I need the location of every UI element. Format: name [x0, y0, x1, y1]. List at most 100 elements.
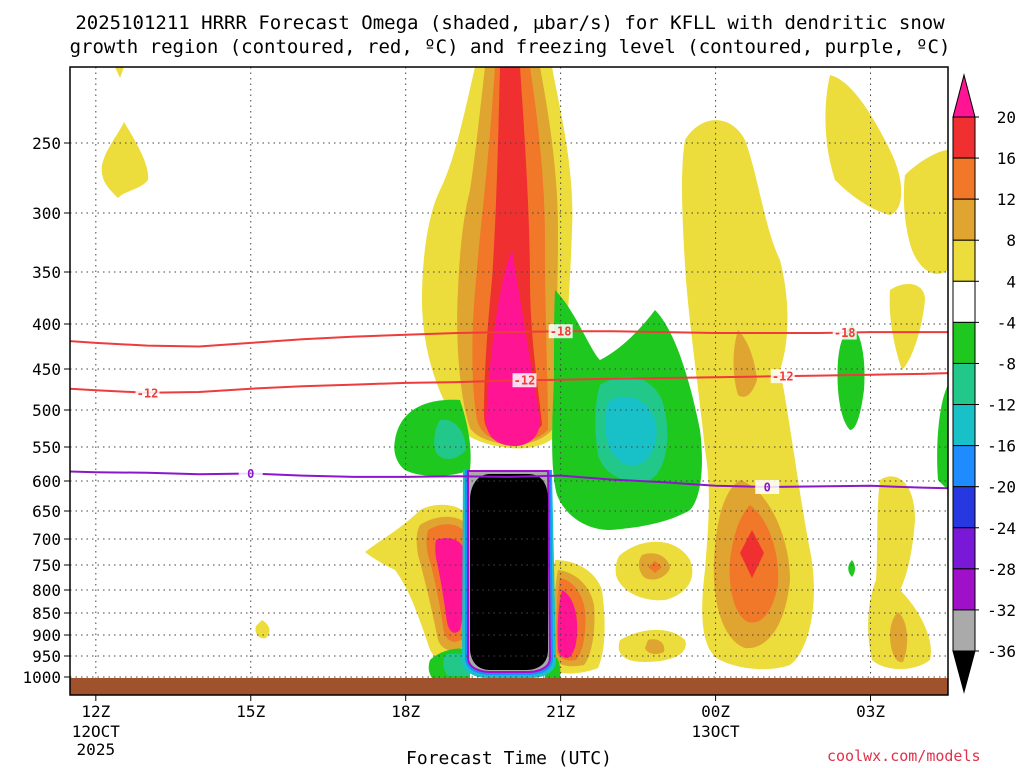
y-tick-label: 500 — [32, 401, 61, 420]
y-tick-label: 900 — [32, 626, 61, 645]
colorbar-label: -4 — [997, 313, 1016, 332]
dgz-lower-label-bg — [512, 373, 537, 388]
y-tick-label: 400 — [32, 315, 61, 334]
x-tick-label: 21Z — [546, 702, 575, 721]
y-tick-label: 250 — [32, 134, 61, 153]
y-tick-label: 300 — [32, 204, 61, 223]
omega-blob-upper-left — [101, 122, 149, 198]
colorbar-label: -36 — [987, 642, 1016, 661]
omega-blob-top-left — [115, 67, 124, 78]
x-tick-date: 13OCT — [692, 722, 741, 741]
omega-lower-right-lobe — [550, 560, 605, 674]
dgz-lower-line — [70, 372, 948, 394]
omega-blob-right-mid — [889, 284, 925, 370]
colorbar-segment — [952, 321, 976, 364]
y-tick-label: 750 — [32, 556, 61, 575]
colorbar-segment — [952, 486, 976, 529]
omega-blob-upper-right — [825, 75, 902, 215]
colorbar-label: -24 — [987, 519, 1016, 538]
y-tick-label: 1000 — [22, 668, 61, 687]
dgz-lower-label: -12 — [772, 370, 794, 384]
omega-green-right-small — [837, 325, 865, 430]
y-tick-label: 450 — [32, 360, 61, 379]
chart-title-line1: 2025101211 HRRR Forecast Omega (shaded, … — [75, 12, 945, 34]
colorbar-segment — [952, 116, 976, 159]
dgz-upper-label: -18 — [834, 326, 856, 340]
y-tick-label: 800 — [32, 581, 61, 600]
x-tick-label: 03Z — [856, 702, 885, 721]
freezing-level-label: 0 — [247, 467, 254, 481]
colorbar-label: -32 — [987, 601, 1016, 620]
colorbar-segment — [952, 362, 976, 406]
colorbar-label: 12 — [997, 190, 1016, 209]
dgz-upper-label-bg — [832, 325, 857, 340]
plot-area: -18 -18 -12 -12 -12 0 0 — [70, 67, 948, 695]
x-tick-date: 12OCT — [72, 722, 121, 741]
colorbar-segment — [952, 527, 976, 570]
x-tick-label: 15Z — [236, 702, 265, 721]
y-tick-label: 600 — [32, 472, 61, 491]
colorbar-label: 16 — [997, 149, 1016, 168]
colorbar-segment — [952, 568, 976, 611]
omega-sinking-mid — [552, 290, 702, 530]
colorbar-label: 8 — [1006, 231, 1016, 250]
y-tick-label: 550 — [32, 438, 61, 457]
y-tick-label: 850 — [32, 604, 61, 623]
colorbar-label: -20 — [987, 478, 1016, 497]
y-tick-label: 350 — [32, 263, 61, 282]
colorbar-label: -8 — [997, 354, 1016, 373]
omega-green-right-edge — [937, 385, 948, 490]
omega-plume-upper — [422, 67, 573, 449]
x-axis-title: Forecast Time (UTC) — [406, 748, 612, 768]
dgz-lower-label: -12 — [514, 374, 536, 388]
omega-blob-small-left — [255, 620, 270, 639]
colorbar-segment — [952, 239, 976, 282]
colorbar-label: 20 — [997, 108, 1016, 127]
x-tick-label: 12Z — [81, 702, 110, 721]
colorbar-max-arrow — [952, 73, 976, 118]
colorbar-label: -28 — [987, 560, 1016, 579]
dgz-lower-label-bg — [770, 369, 795, 384]
freezing-level-label-bg — [755, 480, 780, 494]
colorbar-segment — [952, 157, 976, 200]
x-tick-label: 18Z — [391, 702, 420, 721]
y-tick-label: 650 — [32, 502, 61, 521]
terrain-ground — [70, 678, 948, 695]
omega-sinking-core — [428, 470, 561, 678]
dgz-upper-line — [70, 330, 948, 348]
dgz-upper-label: -18 — [550, 325, 572, 339]
colorbar-segment — [952, 404, 976, 447]
grid-lines — [70, 67, 948, 695]
omega-blob-mid-lower-inner2 — [648, 561, 662, 573]
omega-blob-bottom-mid-inner — [645, 639, 665, 655]
x-tick-year: 2025 — [77, 740, 116, 759]
colorbar-min-arrow — [952, 650, 976, 694]
y-tick-label: 700 — [32, 530, 61, 549]
freezing-level-line — [70, 470, 948, 490]
omega-blob-right-edge — [903, 150, 948, 274]
omega-right-region — [682, 120, 814, 670]
freezing-level-label: 0 — [764, 481, 771, 495]
dgz-upper-label-bg — [548, 324, 573, 339]
omega-lower-left-lobe — [365, 504, 473, 662]
colorbar: 20 16 12 8 4 -4 -8 -12 -16 -20 -24 -28 -32 -36 — [952, 73, 1016, 694]
omega-green-dot — [848, 560, 855, 577]
colorbar-segment — [952, 280, 976, 323]
colorbar-label: -16 — [987, 437, 1016, 456]
freezing-level-label-bg — [238, 466, 263, 481]
plot-border — [69, 66, 949, 696]
x-tick-label: 00Z — [701, 702, 730, 721]
chart-title-line2: growth region (contoured, red, ºC) and f… — [70, 36, 951, 58]
y-axis: 250 300 350 400 450 500 550 600 650 700 750 800 850 9… — [22, 134, 70, 687]
colorbar-segment — [952, 445, 976, 488]
colorbar-segment — [952, 198, 976, 241]
credit-text[interactable]: coolwx.com/models — [827, 747, 981, 765]
omega-sinking-left — [394, 399, 471, 476]
dgz-lower-label: -12 — [137, 386, 159, 400]
colorbar-label: 4 — [1006, 272, 1016, 291]
omega-blob-lower-right — [868, 476, 931, 669]
temperature-contours: -18 -18 -12 -12 -12 0 0 — [70, 324, 948, 495]
colorbar-segment — [952, 609, 976, 652]
